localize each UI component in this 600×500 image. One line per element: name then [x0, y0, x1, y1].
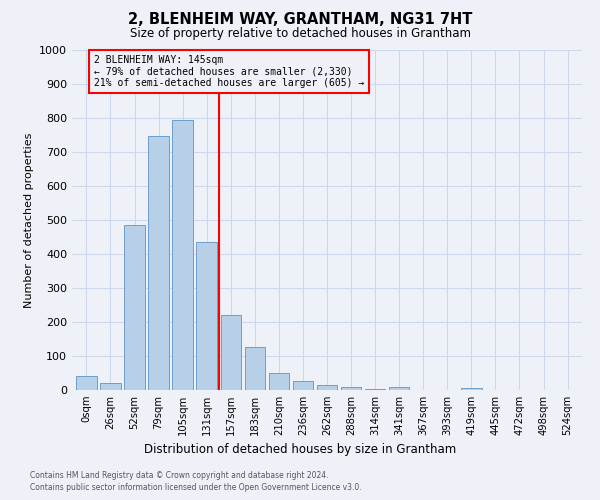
Text: 2, BLENHEIM WAY, GRANTHAM, NG31 7HT: 2, BLENHEIM WAY, GRANTHAM, NG31 7HT — [128, 12, 472, 28]
Bar — [341, 387, 361, 390]
Bar — [317, 385, 337, 390]
Bar — [148, 136, 169, 390]
Bar — [100, 383, 121, 390]
Bar — [196, 242, 217, 390]
Bar — [221, 315, 241, 390]
Bar — [124, 225, 145, 390]
Text: Distribution of detached houses by size in Grantham: Distribution of detached houses by size … — [144, 442, 456, 456]
Text: 2 BLENHEIM WAY: 145sqm
← 79% of detached houses are smaller (2,330)
21% of semi-: 2 BLENHEIM WAY: 145sqm ← 79% of detached… — [94, 55, 364, 88]
Bar — [172, 120, 193, 390]
Text: Size of property relative to detached houses in Grantham: Size of property relative to detached ho… — [130, 28, 470, 40]
Text: Contains public sector information licensed under the Open Government Licence v3: Contains public sector information licen… — [30, 484, 362, 492]
Y-axis label: Number of detached properties: Number of detached properties — [23, 132, 34, 308]
Bar — [269, 373, 289, 390]
Bar — [245, 347, 265, 390]
Bar — [389, 388, 409, 390]
Bar — [461, 388, 482, 390]
Bar — [293, 381, 313, 390]
Text: Contains HM Land Registry data © Crown copyright and database right 2024.: Contains HM Land Registry data © Crown c… — [30, 471, 329, 480]
Bar — [76, 376, 97, 390]
